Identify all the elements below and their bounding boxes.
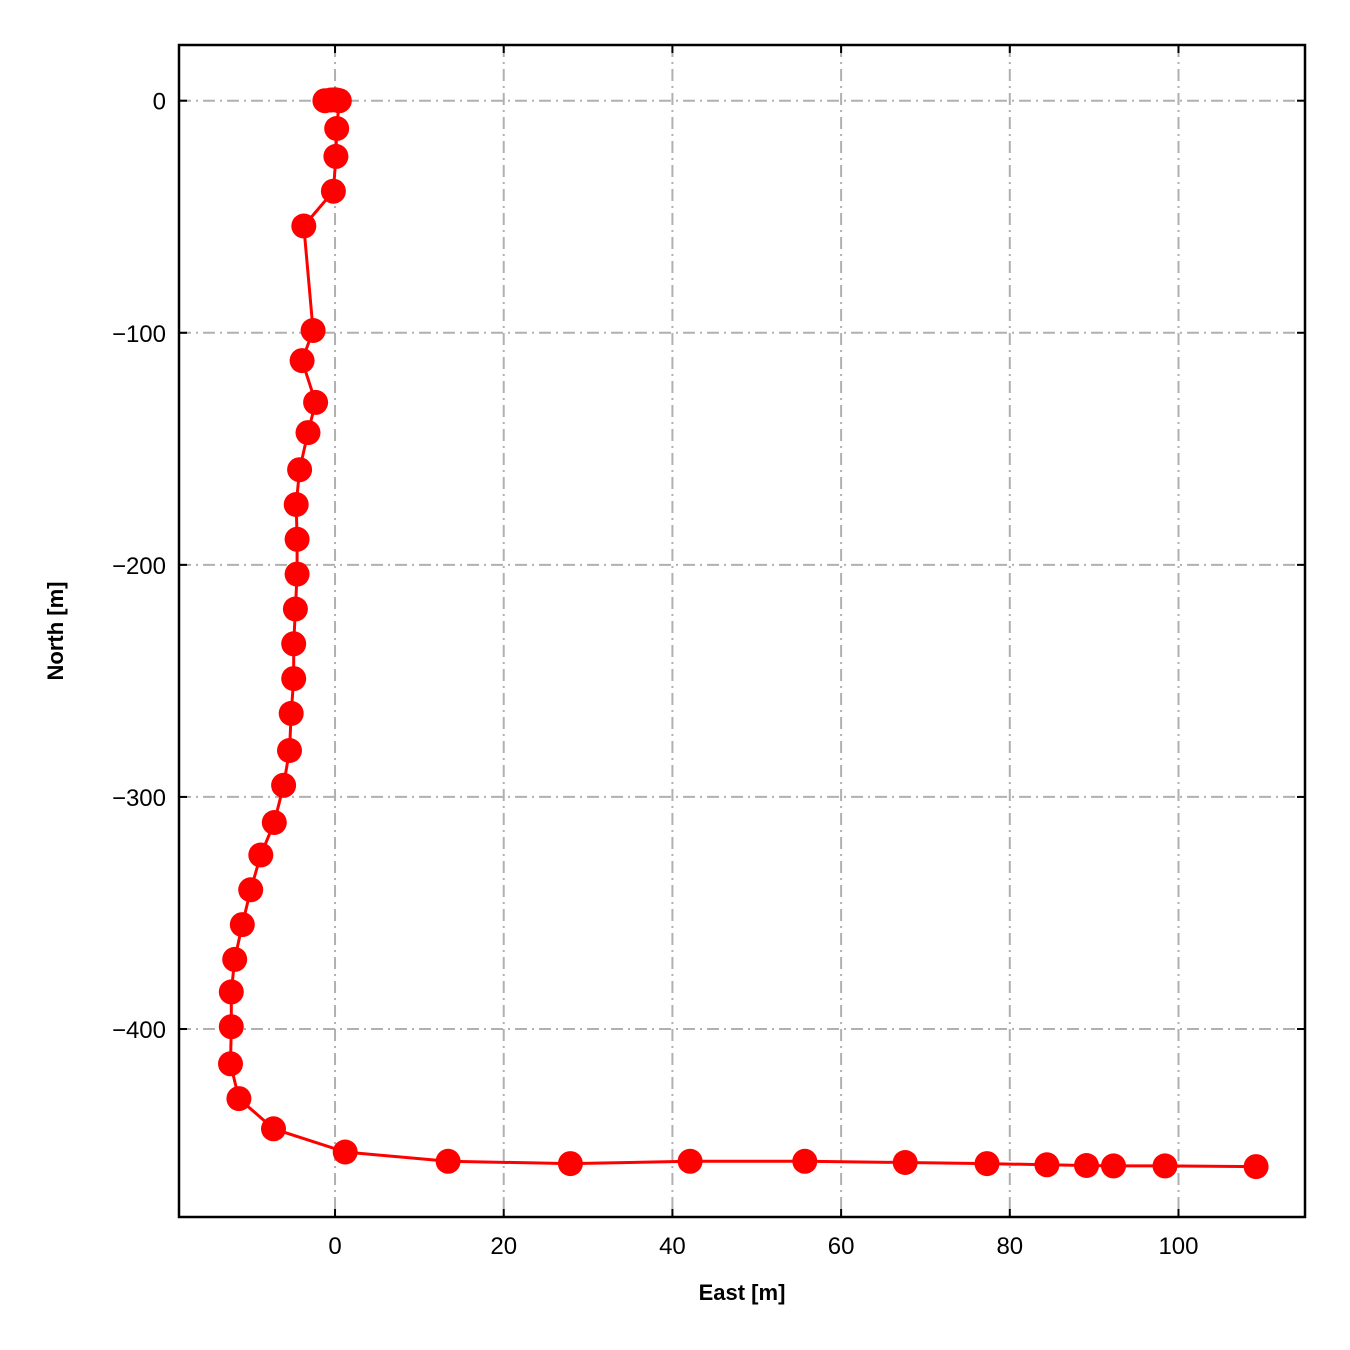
data-point [892,1150,918,1175]
data-point [218,979,244,1005]
data-point [287,457,313,483]
x-tick-label: 60 [828,1233,855,1260]
data-point [300,318,326,343]
data-point [792,1148,818,1174]
data-point [218,1051,243,1077]
y-tick-label: 0 [153,89,166,116]
data-point [435,1148,461,1174]
data-point [284,526,310,552]
axis-ticks: 0 20 40 60 80 100 0 −100 −200 −300 −400 [112,45,1305,1260]
y-tick-label: −200 [112,553,166,580]
data-point [320,178,346,204]
data-point [281,631,307,657]
data-point [226,1086,252,1112]
data-point [284,561,310,587]
x-tick-label: 100 [1158,1233,1198,1260]
data-point [248,842,274,868]
data-point [324,116,350,141]
data-point [283,492,309,517]
x-tick-label: 40 [659,1233,686,1260]
data-point [557,1151,583,1177]
y-tick-label: −100 [112,321,166,348]
data-point [261,1116,286,1142]
y-tick-label: −300 [112,785,166,812]
data-point [282,596,308,622]
x-tick-label: 80 [996,1233,1023,1260]
data-point [222,946,248,972]
data-point [289,348,315,374]
data-point [1152,1153,1178,1179]
data-point [291,213,317,239]
data-point [238,877,264,903]
data-point [1074,1153,1099,1178]
data-point [326,88,352,114]
data-point [332,1139,358,1165]
data-point [229,912,255,938]
data-point [271,772,297,798]
data-point [277,738,302,763]
grid [179,45,1305,1217]
data-point [261,810,287,835]
data-point [974,1151,1000,1177]
data-point [303,389,329,415]
y-axis-label: North [m] [43,582,68,681]
x-tick-label: 0 [328,1233,341,1260]
data-point [278,700,304,726]
data-point [218,1014,244,1040]
data-point [1243,1154,1269,1180]
plot-frame [177,43,1307,1219]
data-point [323,143,349,169]
data-point [295,420,321,446]
data-point [677,1148,703,1174]
x-axis-label: East [m] [699,1280,786,1305]
data-point [281,666,307,692]
x-tick-label: 20 [490,1233,517,1260]
data-point [1034,1152,1060,1178]
data-series [218,87,1269,1180]
data-point [1101,1153,1126,1179]
trajectory-line [229,98,1257,1169]
y-tick-label: −400 [112,1017,166,1044]
